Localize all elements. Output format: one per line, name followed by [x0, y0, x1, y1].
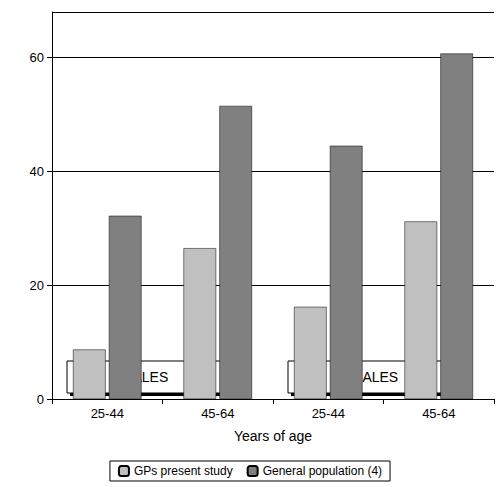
svg-text:45-64: 45-64: [201, 406, 234, 421]
svg-text:60: 60: [30, 50, 44, 65]
svg-text:25-44: 25-44: [91, 406, 124, 421]
svg-text:General population (4): General population (4): [263, 464, 382, 478]
svg-text:MALES: MALES: [120, 369, 169, 385]
svg-text:0: 0: [37, 392, 44, 407]
svg-text:40: 40: [30, 164, 44, 179]
svg-text:25-44: 25-44: [312, 406, 345, 421]
svg-text:GPs present study: GPs present study: [134, 464, 233, 478]
svg-text:45-64: 45-64: [422, 406, 455, 421]
svg-text:FEMALES: FEMALES: [332, 369, 399, 385]
svg-text:20: 20: [30, 278, 44, 293]
svg-text:Years of age: Years of age: [234, 428, 312, 444]
